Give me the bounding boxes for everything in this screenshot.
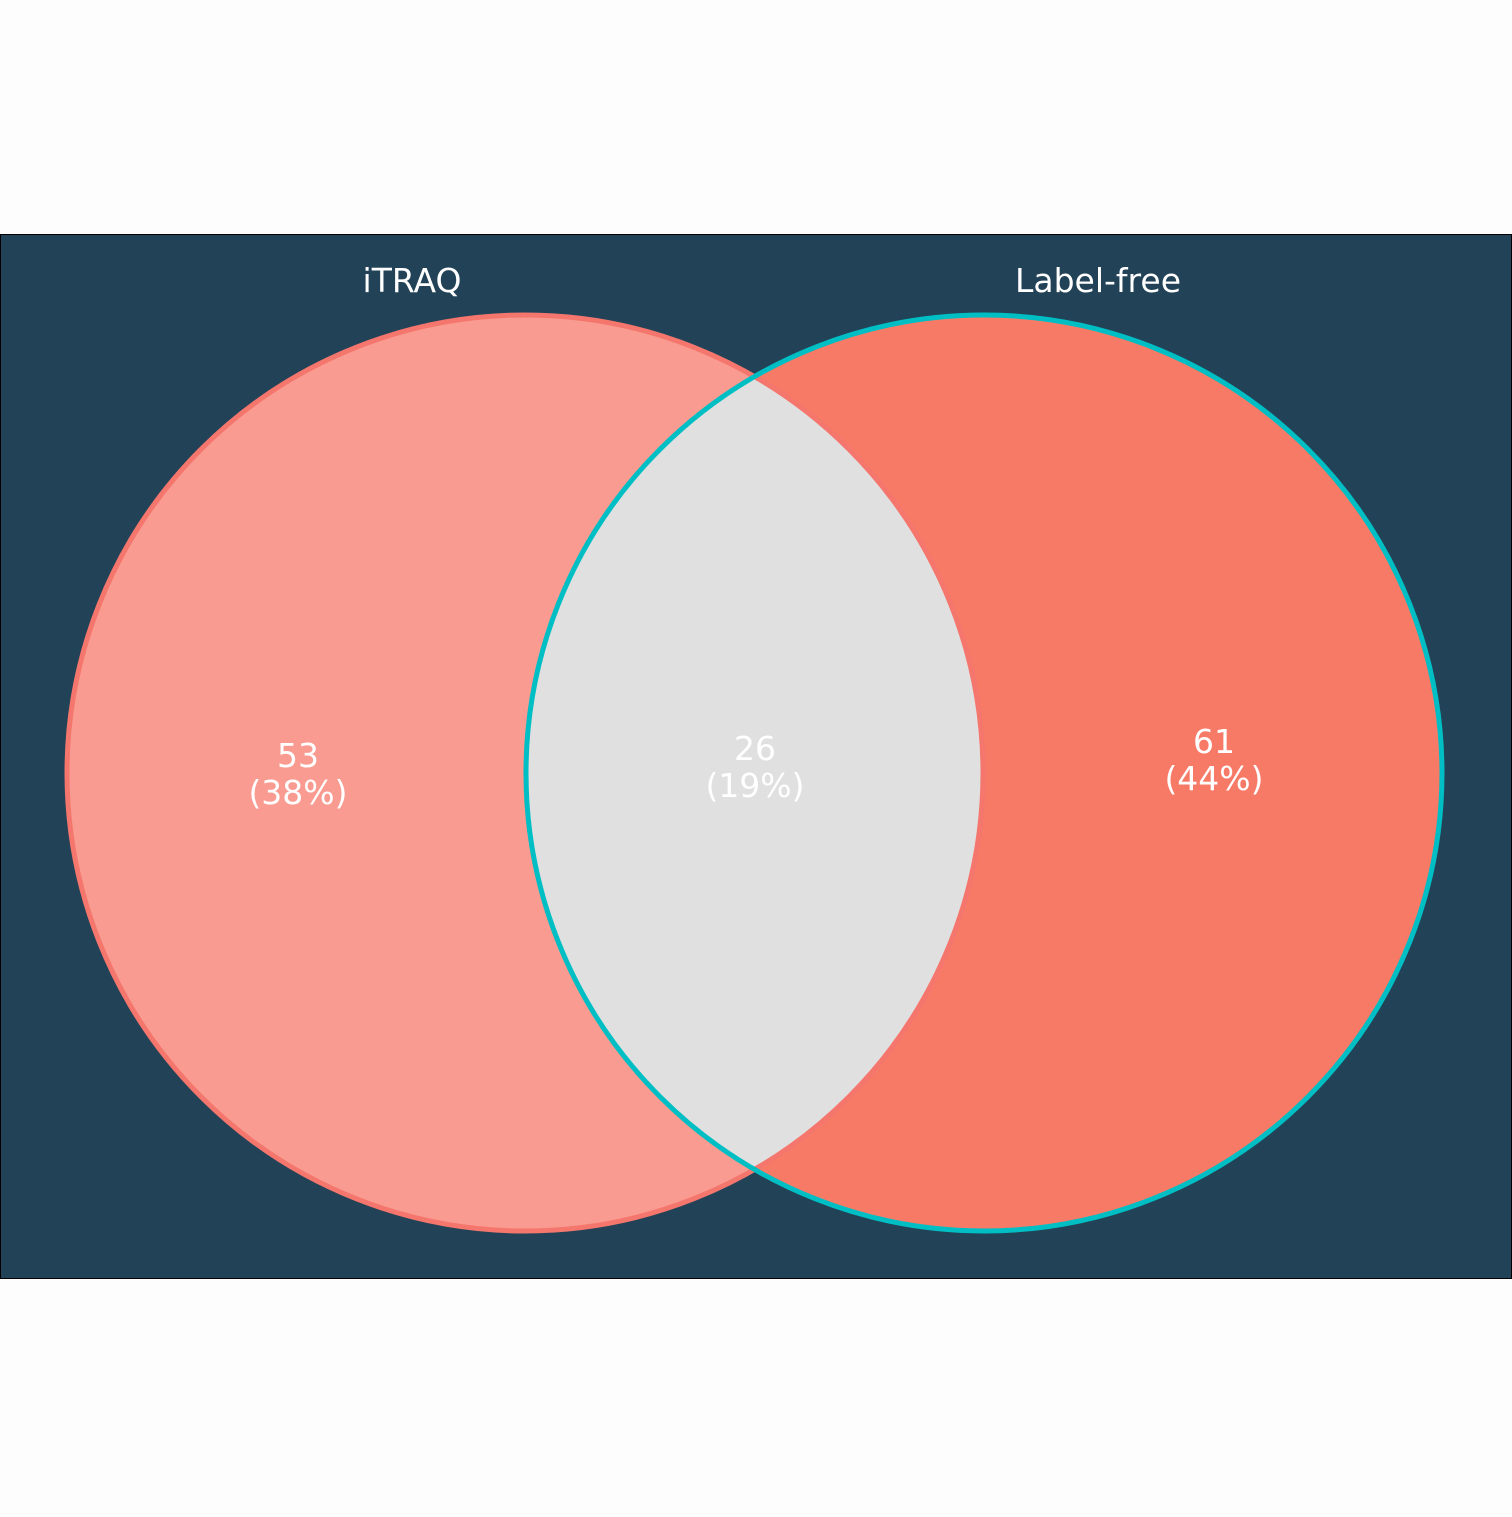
region-a-only-percent: (38%) [248, 773, 347, 812]
region-b-only-count: 61 [1193, 722, 1235, 761]
set-b-circle-outline [523, 312, 1445, 1234]
set-a-title: iTRAQ [363, 261, 462, 300]
set-a-circle-outline [64, 312, 986, 1234]
overlap-region [526, 315, 983, 1231]
region-both-percent: (19%) [705, 766, 804, 805]
region-both-count: 26 [734, 729, 776, 768]
region-b-only-percent: (44%) [1164, 759, 1263, 798]
set-b-title: Label-free [1015, 261, 1181, 300]
region-a-only-count: 53 [277, 736, 319, 775]
